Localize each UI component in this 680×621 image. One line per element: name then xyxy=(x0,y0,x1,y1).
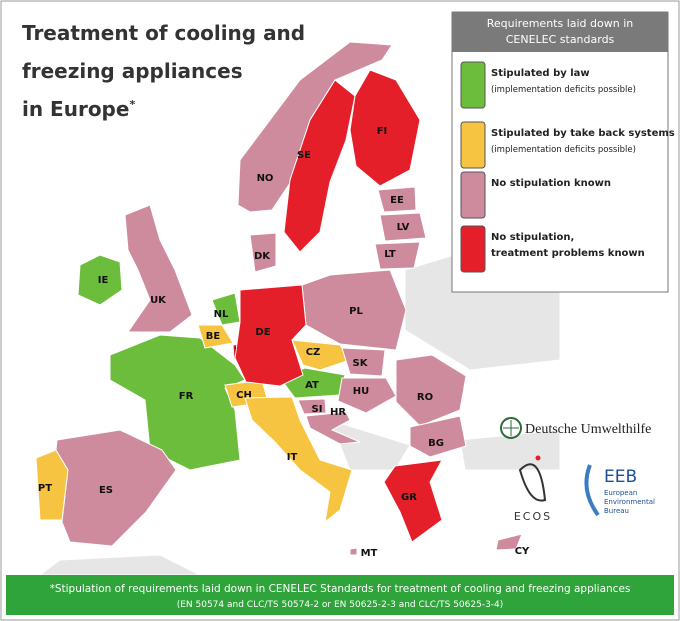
country-label: UK xyxy=(150,295,167,306)
country-shape xyxy=(291,339,351,371)
country-shape xyxy=(395,354,467,427)
country-label: NO xyxy=(257,173,274,184)
legend-header-bg xyxy=(452,12,668,52)
legend-swatch xyxy=(460,61,486,109)
country-label: BG xyxy=(428,438,444,449)
country-label: PL xyxy=(349,306,363,317)
country-shape xyxy=(377,186,417,213)
footnote-bar xyxy=(6,575,674,615)
country-shape xyxy=(383,459,443,543)
country-label: MT xyxy=(361,548,378,559)
country-label: LV xyxy=(397,222,410,233)
country-shape xyxy=(337,377,397,414)
legend-note: (implementation deficits possible) xyxy=(491,145,636,155)
legend-note: (implementation deficits possible) xyxy=(491,85,636,95)
country-shape xyxy=(109,334,246,471)
country-shape xyxy=(349,69,421,187)
country-label: HR xyxy=(330,407,346,418)
country-label: CH xyxy=(236,390,252,401)
country-shape xyxy=(234,284,307,387)
logo-text: ECOS xyxy=(514,510,552,523)
country-shape xyxy=(124,204,193,333)
country-label: CZ xyxy=(306,347,321,358)
country-shape xyxy=(495,533,523,551)
country-label: NL xyxy=(214,309,229,320)
country-label: FR xyxy=(179,391,194,402)
country-shape xyxy=(55,429,177,547)
country-shape xyxy=(237,41,393,213)
logo-text: European xyxy=(604,489,637,497)
country-label: AT xyxy=(305,380,319,391)
legend-swatch xyxy=(460,171,486,219)
country-label: GR xyxy=(401,492,417,503)
country-label: SE xyxy=(297,150,311,161)
legend-box xyxy=(451,11,669,293)
country-label: RO xyxy=(417,392,433,403)
title-line: Treatment of cooling and xyxy=(22,21,305,45)
legend-label: No stipulation, xyxy=(491,232,574,243)
legend-header: Requirements laid down in xyxy=(487,17,634,30)
title-line: freezing appliances xyxy=(22,59,243,83)
logo-eeb: EEB European Environmental Bureau xyxy=(584,464,655,517)
legend-items: Stipulated by law (implementation deficit… xyxy=(460,61,675,273)
country-shape xyxy=(249,232,277,273)
country-label: BE xyxy=(206,331,221,342)
country-shape xyxy=(301,269,407,351)
country-label: SK xyxy=(353,358,369,369)
country-shape xyxy=(283,79,356,253)
country-label: LT xyxy=(384,249,396,260)
country-shape xyxy=(244,396,353,524)
country-shape xyxy=(305,411,361,445)
footnote: (EN 50574 and CLC/TS 50574-2 or EN 50625… xyxy=(177,600,504,610)
legend-swatch xyxy=(460,121,486,169)
legend-note: treatment problems known xyxy=(491,248,645,259)
country-shape xyxy=(409,415,467,458)
country-label: HU xyxy=(353,386,370,397)
footnote: *Stipulation of requirements laid down i… xyxy=(50,583,631,595)
country-shape xyxy=(77,254,123,306)
legend-label: Stipulated by take back systems xyxy=(491,128,675,139)
country-label: IT xyxy=(287,452,298,463)
legend-swatch xyxy=(460,225,486,273)
country-shape xyxy=(297,398,327,415)
logo-text: Bureau xyxy=(604,507,629,515)
country-label: ES xyxy=(99,485,113,496)
country-label: EE xyxy=(390,195,404,206)
country-label: IE xyxy=(98,275,109,286)
map-title: Treatment of cooling and freezing applia… xyxy=(22,21,312,121)
country-label: FI xyxy=(377,126,388,137)
logo-ecos: ECOS xyxy=(514,455,552,523)
country-label: SI xyxy=(312,404,323,415)
country-label: PT xyxy=(38,483,52,494)
country-shape xyxy=(341,347,386,377)
countries: IE NL AT FR BE CZ CH IT PT UK NO EE LV LT DK PL SK HU RO BG… xyxy=(35,41,530,559)
country-label: DK xyxy=(254,251,271,262)
legend-label: No stipulation known xyxy=(491,178,611,189)
logo-text: Deutsche Umwelthilfe xyxy=(525,422,651,437)
country-shape xyxy=(197,324,234,349)
logo-text: EEB xyxy=(604,467,637,487)
country-label: CY xyxy=(515,546,530,557)
country-shape xyxy=(379,212,427,242)
country-shape xyxy=(349,547,358,556)
country-shape xyxy=(374,241,421,270)
logo-text: Environmental xyxy=(604,498,655,506)
title-mark: * xyxy=(129,98,135,111)
country-label: DE xyxy=(255,327,270,338)
legend-label: Stipulated by law xyxy=(491,68,590,79)
logo-duh: Deutsche Umwelthilfe xyxy=(500,417,651,439)
title-line: in Europe xyxy=(22,97,129,121)
legend-header: CENELEC standards xyxy=(506,33,615,46)
legend: Requirements laid down in CENELEC standa… xyxy=(451,11,675,293)
